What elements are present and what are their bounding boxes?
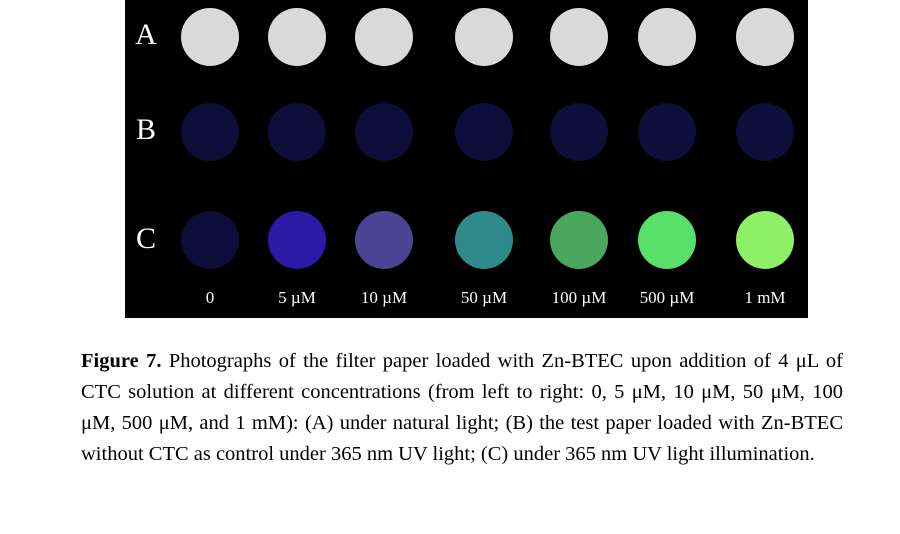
paper-spot [550,8,608,66]
concentration-label: 10 µM [360,288,408,307]
concentration-label: 0 [205,288,215,307]
paper-spot [355,103,413,161]
concentration-label: 5 µM [278,288,316,307]
paper-spot [736,8,794,66]
paper-spot [268,211,326,269]
figure-caption: Figure 7. Photographs of the filter pape… [81,346,843,470]
caption-text: Photographs of the filter paper loaded w… [81,350,844,465]
concentration-label: 500 µM [639,288,695,307]
row-label-b: B [135,113,156,146]
paper-spot [268,103,326,161]
paper-spot [638,103,696,161]
concentration-label: 1 mM [744,288,786,307]
paper-spot [550,211,608,269]
paper-spot [455,8,513,66]
paper-spot [736,103,794,161]
concentration-label: 50 µM [460,288,508,307]
paper-spot [181,211,239,269]
figure-number: Figure 7. [81,350,162,372]
paper-spot [736,211,794,269]
paper-spot [268,8,326,66]
figure-photograph: A B C 0 5 µM 10 µM 50 µM 100 µM 500 µM 1… [125,0,808,318]
paper-spot [181,8,239,66]
paper-spot [455,103,513,161]
paper-spot [355,211,413,269]
paper-spot [638,8,696,66]
concentration-label: 100 µM [551,288,607,307]
paper-spot [181,103,239,161]
paper-spot [550,103,608,161]
paper-spot [455,211,513,269]
paper-spot [638,211,696,269]
row-label-c: C [135,222,156,255]
row-label-a: A [135,18,157,51]
paper-spot [355,8,413,66]
